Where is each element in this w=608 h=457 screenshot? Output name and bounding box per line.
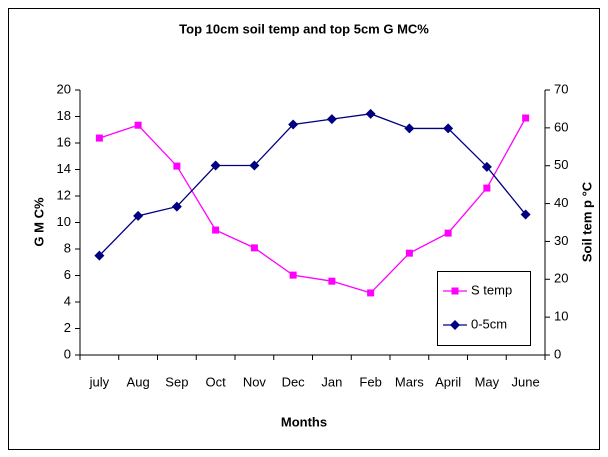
- chart-title: Top 10cm soil temp and top 5cm G MC%: [179, 21, 429, 36]
- point: [289, 271, 297, 279]
- y2-tick-label: 30: [554, 233, 568, 248]
- point: [450, 320, 460, 330]
- point: [481, 161, 492, 172]
- x-tick-label: Mars: [395, 374, 424, 389]
- point: [326, 114, 337, 125]
- point: [249, 160, 260, 171]
- y-tick-label: 6: [64, 267, 71, 282]
- y2-tick-label: 50: [554, 157, 568, 172]
- series-line: [98, 113, 527, 257]
- y-axis-title: G M C%: [31, 197, 46, 247]
- legend-label: S temp: [471, 282, 512, 297]
- point: [212, 226, 220, 234]
- point: [443, 123, 454, 134]
- x-axis-title: Months: [281, 414, 327, 429]
- point: [522, 114, 530, 122]
- point: [483, 184, 491, 192]
- x-tick-label: Jan: [321, 374, 342, 389]
- x-tick-label: july: [89, 374, 110, 389]
- legend-box: [437, 271, 531, 346]
- legend: S temp 0-5cm: [437, 271, 531, 346]
- point: [365, 108, 376, 119]
- y-tick-label: 12: [57, 187, 71, 202]
- point: [444, 229, 452, 237]
- point: [451, 287, 459, 295]
- x-tick-label: Nov: [243, 374, 267, 389]
- point: [405, 249, 413, 257]
- point: [171, 201, 182, 212]
- y-tick-label: 14: [57, 161, 71, 176]
- y2-axis-title: Soil tem p °C: [579, 181, 594, 262]
- y-tick-label: 18: [57, 108, 71, 123]
- y2-tick-label: 0: [554, 346, 561, 361]
- legend-label: 0-5cm: [471, 316, 507, 331]
- x-tick-label: Dec: [282, 374, 306, 389]
- point: [95, 134, 103, 142]
- point: [328, 277, 336, 285]
- x-tick-label: May: [475, 374, 500, 389]
- series-line: [99, 117, 527, 294]
- point: [94, 250, 105, 261]
- x-tick-label: April: [435, 374, 461, 389]
- y-tick-label: 0: [64, 346, 71, 361]
- y2-tick-label: 40: [554, 195, 568, 210]
- x-tick-label: Feb: [359, 374, 381, 389]
- point: [250, 244, 258, 252]
- chart-border: [8, 8, 600, 450]
- y2-tick-label: 10: [554, 309, 568, 324]
- y2-tick-label: 60: [554, 119, 568, 134]
- point: [404, 123, 415, 134]
- x-tick-label: June: [512, 374, 540, 389]
- y-tick-label: 20: [57, 81, 71, 96]
- y-tick-label: 4: [64, 293, 71, 308]
- y-tick-label: 16: [57, 134, 71, 149]
- x-tick-label: Sep: [165, 374, 188, 389]
- x-tick-label: Oct: [206, 374, 227, 389]
- y-tick-label: 2: [64, 320, 71, 335]
- y-tick-label: 8: [64, 240, 71, 255]
- y-tick-label: 10: [57, 214, 71, 229]
- y2-tick-label: 20: [554, 271, 568, 286]
- point: [133, 210, 144, 221]
- point: [520, 209, 531, 220]
- point: [173, 162, 181, 170]
- point: [134, 121, 142, 129]
- point: [288, 119, 299, 130]
- point: [210, 160, 221, 171]
- x-tick-label: Aug: [127, 374, 150, 389]
- point: [367, 289, 375, 297]
- y2-tick-label: 70: [554, 81, 568, 96]
